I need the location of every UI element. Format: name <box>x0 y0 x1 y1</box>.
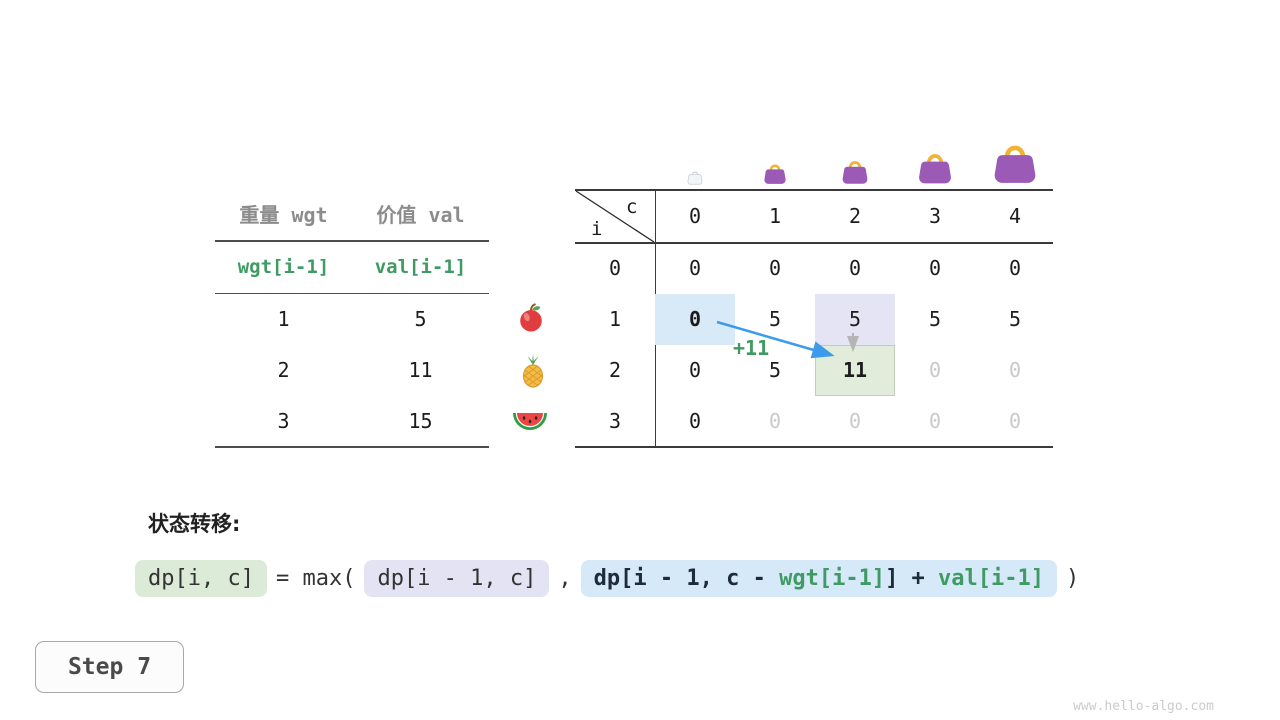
dp-cell: 5 <box>1008 307 1022 331</box>
dp-cell: 0 <box>928 409 942 433</box>
dp-row-headers: 0 1 2 3 <box>575 243 655 447</box>
transition-value-label: +11 <box>733 336 770 360</box>
formula-title: 状态转移: <box>148 512 241 536</box>
bag-icon-capacity-0 <box>687 171 703 185</box>
dp-col-header: 4 <box>1008 204 1022 228</box>
item-weight: 3 <box>277 408 290 433</box>
formula-term2-infix: ] + <box>885 566 939 591</box>
divider <box>575 189 1053 191</box>
formula-term2-chip: dp[i - 1, c - wgt[i-1]] + val[i-1] <box>580 560 1058 597</box>
dp-cell: 0 <box>1008 256 1022 280</box>
item-value: 15 <box>408 408 433 433</box>
dp-col-header: 1 <box>768 204 782 228</box>
watermelon-icon <box>513 413 547 430</box>
weight-subheader: wgt[i-1] <box>237 256 330 278</box>
dp-col-header: 0 <box>688 204 702 228</box>
formula-operator: = max( <box>275 566 356 591</box>
value-column-header: 价值 val <box>376 203 465 227</box>
item-value: 5 <box>414 306 427 331</box>
formula-term1-chip: dp[i - 1, c] <box>364 560 550 597</box>
dp-cell: 0 <box>688 409 702 433</box>
dp-cell: 0 <box>688 256 702 280</box>
dp-col-header: 3 <box>928 204 942 228</box>
dp-row-header: 1 <box>608 307 622 331</box>
apple-icon <box>520 303 542 332</box>
value-subheader: val[i-1] <box>374 256 467 278</box>
dp-cell: 0 <box>848 409 862 433</box>
dp-cell: 0 <box>1008 358 1022 382</box>
state-transition-formula: dp[i, c] = max( dp[i - 1, c] , dp[i - 1,… <box>135 560 1079 597</box>
dp-cell: 0 <box>688 358 702 382</box>
formula-separator: , <box>558 566 572 591</box>
dp-cell: 0 <box>848 256 862 280</box>
bag-icon-capacity-2 <box>841 161 869 185</box>
dp-row-header: 3 <box>608 409 622 433</box>
formula-term2-wgt: wgt[i-1] <box>779 566 886 591</box>
dp-cell: 0 <box>928 256 942 280</box>
step-badge: Step 7 <box>35 641 184 693</box>
corner-col-label: c <box>626 196 638 218</box>
pineapple-icon <box>522 354 544 388</box>
item-row-1: 1 5 <box>215 294 489 345</box>
item-table-subheader: wgt[i-1] val[i-1] <box>215 242 489 294</box>
dp-row-header: 2 <box>608 358 622 382</box>
item-weight: 2 <box>277 357 290 382</box>
dp-cell: 0 <box>768 409 782 433</box>
dp-cell: 0 <box>768 256 782 280</box>
formula-term2-prefix: dp[i - 1, c - <box>593 566 780 591</box>
corner-diagonal-line <box>575 190 655 243</box>
formula-term2-val: val[i-1] <box>938 566 1045 591</box>
weight-column-header: 重量 wgt <box>239 203 328 227</box>
watermark: www.hello-algo.com <box>1073 699 1214 714</box>
item-row-3: 3 15 <box>215 396 489 448</box>
corner-row-label: i <box>591 218 603 240</box>
dp-cell-source-above: 5 <box>815 294 895 345</box>
dp-cell: 5 <box>768 358 782 382</box>
item-row-2: 2 11 <box>215 345 489 396</box>
formula-lhs-chip: dp[i, c] <box>135 560 267 597</box>
dp-cell: 0 <box>928 358 942 382</box>
bag-icon-capacity-3 <box>917 154 953 185</box>
dp-cell: 5 <box>928 307 942 331</box>
dp-cell: 0 <box>1008 409 1022 433</box>
bag-icon-capacity-4 <box>992 139 1038 185</box>
bag-icon-capacity-1 <box>763 164 787 185</box>
divider <box>575 242 1053 244</box>
dp-col-header: 2 <box>848 204 862 228</box>
divider <box>575 446 1053 448</box>
formula-close: ) <box>1066 566 1080 591</box>
dp-row-header: 0 <box>608 256 622 280</box>
dp-cells: 0 0 0 0 0 0 5 5 5 5 0 5 11 0 0 0 0 0 0 0 <box>655 243 1055 447</box>
item-table-header: 重量 wgt 价值 val <box>215 190 489 242</box>
dp-cell-current: 11 <box>815 345 895 396</box>
item-weight: 1 <box>277 306 290 331</box>
dp-cell-source-left: 0 <box>655 294 735 345</box>
dp-col-headers: 0 1 2 3 4 <box>655 190 1055 243</box>
item-value: 11 <box>408 357 433 382</box>
